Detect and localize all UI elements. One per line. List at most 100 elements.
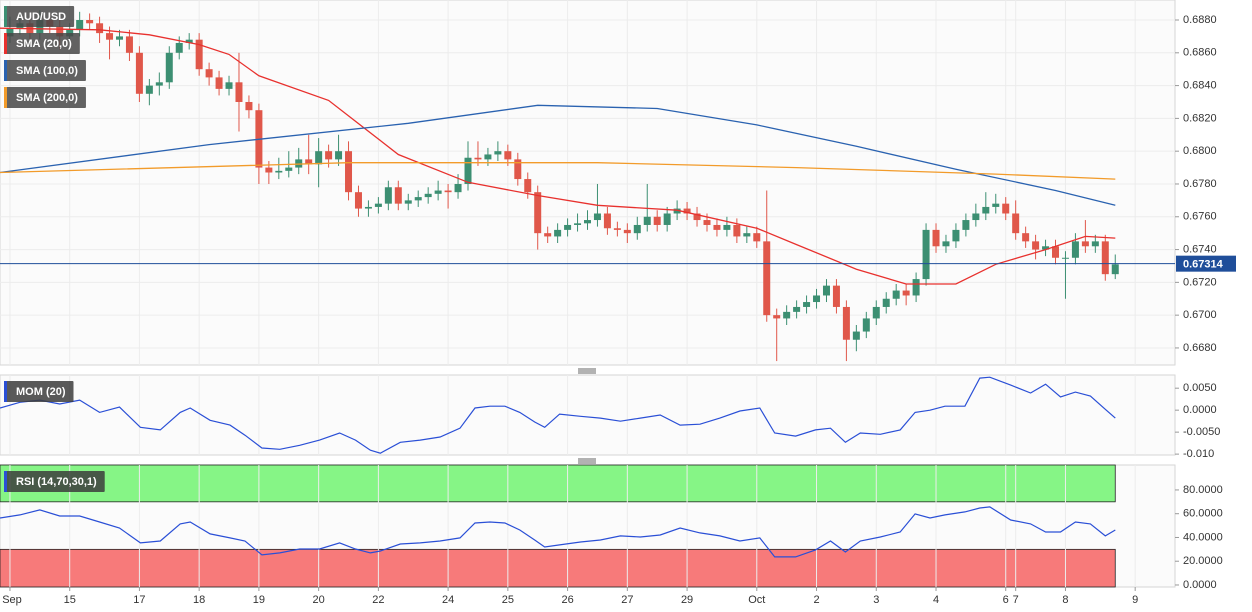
plot-area bbox=[0, 374, 1176, 456]
panel-handle bbox=[578, 368, 596, 464]
candle-body bbox=[225, 82, 233, 89]
y-tick-label: 0.6720 bbox=[1183, 276, 1217, 288]
candle-body bbox=[564, 224, 572, 230]
legend-swatch bbox=[4, 6, 7, 27]
candle-body bbox=[424, 193, 432, 198]
candle-body bbox=[56, 26, 64, 37]
band bbox=[0, 548, 1116, 588]
candle-body bbox=[245, 101, 253, 111]
candle-body bbox=[325, 151, 333, 160]
candle-body bbox=[1061, 257, 1069, 259]
candle-body bbox=[115, 36, 123, 40]
candle-body bbox=[534, 192, 542, 234]
candle-body bbox=[315, 151, 323, 165]
candle-body bbox=[773, 315, 781, 319]
candle-body bbox=[384, 187, 392, 204]
candle-body bbox=[872, 306, 880, 319]
candle-body bbox=[842, 306, 850, 340]
candle-body bbox=[793, 306, 801, 312]
y-tick-label: 20.0000 bbox=[1183, 555, 1223, 567]
y-tick-label: 0.6780 bbox=[1183, 178, 1217, 190]
legend-label: AUD/USD bbox=[16, 11, 66, 23]
candle-body bbox=[414, 197, 422, 201]
x-tick-label: 25 bbox=[502, 594, 514, 606]
legend-box bbox=[4, 471, 105, 492]
candle-body bbox=[175, 42, 183, 53]
x-tick-label: 8 bbox=[1062, 594, 1068, 606]
legend-label: MOM (20) bbox=[16, 386, 66, 398]
candle-body bbox=[404, 200, 412, 204]
candle-body bbox=[653, 216, 661, 225]
candle-body bbox=[763, 241, 771, 316]
y-tick-label: 0.0050 bbox=[1183, 382, 1217, 394]
x-tick-label: 9 bbox=[1132, 594, 1138, 606]
candle-body bbox=[265, 167, 273, 173]
legend-box bbox=[4, 6, 75, 27]
candle-body bbox=[195, 39, 203, 70]
y-tick-label: -0.010 bbox=[1183, 448, 1214, 460]
candle-body bbox=[185, 39, 193, 43]
candle-body bbox=[882, 298, 890, 307]
candle-body bbox=[1071, 241, 1079, 258]
candle-body bbox=[474, 157, 482, 160]
candle-body bbox=[106, 33, 114, 40]
legend-swatch bbox=[4, 471, 7, 492]
legend-swatch bbox=[4, 60, 7, 81]
candle-body bbox=[932, 229, 940, 247]
candle-body bbox=[902, 290, 910, 296]
candle-body bbox=[822, 285, 830, 296]
y-tick-label: 0.6880 bbox=[1183, 14, 1217, 26]
candle-body bbox=[135, 52, 143, 94]
candle-body bbox=[574, 223, 582, 225]
candle-body bbox=[285, 167, 293, 171]
sma-line bbox=[0, 162, 1116, 180]
candle-body bbox=[1101, 241, 1109, 275]
candle-body bbox=[713, 224, 721, 230]
candle-body bbox=[813, 295, 821, 303]
candle-body bbox=[673, 208, 681, 214]
candle-body bbox=[205, 69, 213, 78]
y-tick-label: 0.6800 bbox=[1183, 145, 1217, 157]
legend-label: SMA (100,0) bbox=[16, 65, 78, 77]
legend-label: SMA (200,0) bbox=[16, 92, 78, 104]
candle-body bbox=[723, 224, 731, 230]
candle-body bbox=[394, 187, 402, 204]
legend-swatch bbox=[4, 33, 7, 54]
y-tick-label: 0.0000 bbox=[1183, 404, 1217, 416]
x-tick-label: 24 bbox=[442, 594, 454, 606]
legend-box bbox=[4, 87, 86, 108]
x-tick-label: 15 bbox=[64, 594, 76, 606]
x-tick-label: 4 bbox=[933, 594, 939, 606]
candle-body bbox=[524, 179, 532, 193]
candle-body bbox=[76, 20, 84, 30]
candle-body bbox=[852, 331, 860, 340]
legend-box bbox=[4, 381, 74, 402]
candle-body bbox=[1091, 241, 1099, 247]
legend-swatch bbox=[4, 87, 7, 108]
legend-box bbox=[4, 60, 86, 81]
x-tick-label: 18 bbox=[193, 594, 205, 606]
candle-body bbox=[912, 279, 920, 296]
candle-body bbox=[942, 241, 950, 247]
indicator-line bbox=[0, 506, 1116, 558]
candle-body bbox=[354, 192, 362, 209]
candle-body bbox=[494, 151, 502, 155]
band bbox=[0, 464, 1116, 503]
candle-body bbox=[584, 220, 591, 224]
candle-body bbox=[345, 151, 353, 193]
candle-body bbox=[703, 220, 711, 225]
sma-line bbox=[0, 104, 1116, 206]
x-tick-label: Oct bbox=[748, 594, 765, 606]
candle-body bbox=[922, 229, 930, 280]
last-price-box bbox=[1176, 255, 1236, 272]
x-tick-label: 6 bbox=[1003, 594, 1009, 606]
y-tick-label: 80.0000 bbox=[1183, 484, 1223, 496]
candle-body bbox=[6, 28, 14, 37]
candle-body bbox=[454, 183, 462, 193]
candle-body bbox=[434, 190, 442, 194]
candle-body bbox=[514, 159, 522, 180]
candle-body bbox=[374, 203, 382, 207]
y-tick-label: -0.0050 bbox=[1183, 426, 1220, 438]
x-tick-label: 3 bbox=[873, 594, 879, 606]
